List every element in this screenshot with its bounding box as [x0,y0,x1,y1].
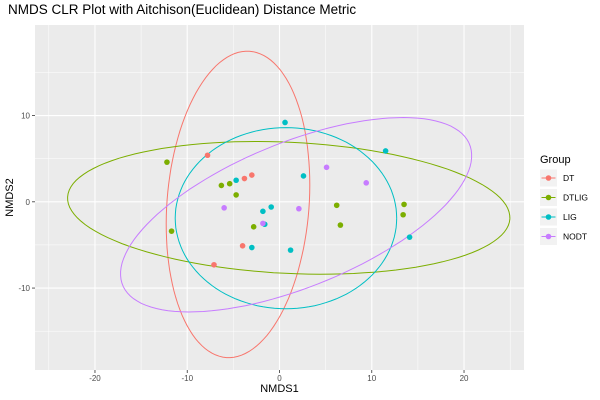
point-dtlig [400,211,406,218]
point-dtlig [401,201,407,208]
point-lig [300,173,307,179]
point-dt [204,152,211,159]
legend-label-lig: LIG [563,212,577,222]
point-dt [249,172,255,178]
point-nodt [221,205,227,211]
legend-key-point [545,175,552,181]
point-dtlig [337,222,344,228]
point-dtlig [168,228,175,234]
x-tick-label: -10 [181,374,193,383]
ellipse-dt [165,50,311,359]
axis-ticks: -20 -10 0 10 20 -10 0 10 [18,112,469,383]
legend-key-point [545,194,552,201]
point-dtlig [333,202,340,209]
point-lig [287,247,294,253]
point-lig [406,234,413,240]
point-lig [382,148,389,154]
point-dtlig [250,224,257,230]
point-nodt [363,180,370,186]
x-axis-title: NMDS1 [260,383,299,395]
legend-title: Group [540,154,571,166]
x-tick-label: 20 [460,374,469,383]
points [164,119,413,268]
y-axis-title: NMDS2 [4,178,16,217]
point-lig [282,119,288,126]
legend-key-point [545,214,552,220]
point-dtlig [233,192,239,198]
point-lig [268,204,274,210]
chart-title: NMDS CLR Plot with Aitchison(Euclidean) … [8,2,357,17]
legend-label-dtlig: DTLIG [563,193,588,203]
point-nodt [296,205,302,212]
point-lig [233,177,239,184]
legend-label-nodt: NODT [563,232,587,242]
y-tick-label: 0 [26,198,31,207]
ellipse-lig [174,127,398,310]
point-dt [211,261,217,268]
point-lig [249,244,255,251]
x-tick-label: 0 [277,374,282,383]
grid-major [35,25,524,370]
point-dt [239,243,246,249]
legend-key-point [545,233,552,240]
y-tick-label: 10 [21,112,30,121]
point-nodt [260,220,266,227]
point-dtlig [226,180,233,187]
x-tick-label: -20 [89,374,101,383]
x-tick-label: 10 [367,374,376,383]
legend: Group DT DTLIG LIG NODT [540,154,588,245]
point-dtlig [164,159,170,165]
point-lig [260,208,266,215]
point-nodt [323,164,330,171]
ellipse-dtlig [67,140,511,275]
y-tick-label: -10 [18,284,30,293]
legend-label-dt: DT [563,173,574,183]
point-dtlig [218,182,225,189]
point-dt [241,175,248,182]
